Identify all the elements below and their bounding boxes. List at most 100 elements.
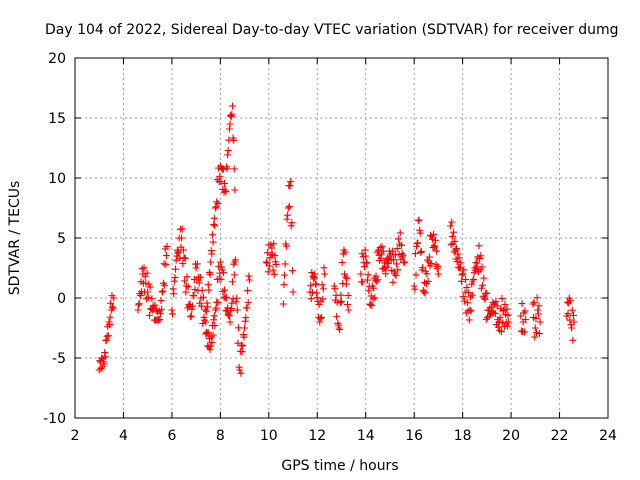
data-point bbox=[206, 270, 214, 278]
data-point bbox=[362, 258, 370, 266]
data-point bbox=[417, 247, 425, 255]
data-point bbox=[224, 311, 232, 319]
data-point bbox=[497, 328, 505, 336]
data-point bbox=[341, 270, 349, 278]
y-tick-label: 0 bbox=[57, 291, 66, 307]
y-axis-label: SDTVAR / TECUs bbox=[7, 181, 23, 296]
data-point bbox=[170, 290, 178, 298]
data-point bbox=[466, 306, 474, 314]
data-point bbox=[344, 301, 352, 309]
data-point bbox=[388, 247, 396, 255]
data-point bbox=[366, 301, 374, 309]
data-point bbox=[187, 312, 195, 320]
data-point bbox=[431, 243, 439, 251]
data-point bbox=[425, 253, 433, 261]
data-point bbox=[430, 242, 438, 250]
data-point bbox=[430, 230, 438, 238]
data-point bbox=[316, 318, 324, 326]
data-point bbox=[569, 336, 577, 344]
data-point bbox=[412, 271, 420, 279]
data-point bbox=[231, 186, 239, 194]
data-point bbox=[281, 271, 289, 279]
data-point bbox=[212, 204, 220, 212]
data-point bbox=[496, 314, 504, 322]
data-point bbox=[313, 294, 321, 302]
data-point bbox=[109, 304, 117, 312]
y-tick-label: -5 bbox=[52, 351, 66, 367]
data-point bbox=[175, 248, 183, 256]
data-point bbox=[221, 294, 229, 302]
data-point bbox=[199, 293, 207, 301]
data-point bbox=[529, 300, 537, 308]
data-point bbox=[467, 293, 475, 301]
data-point bbox=[98, 354, 106, 362]
data-point bbox=[265, 262, 273, 270]
data-point bbox=[196, 273, 204, 281]
data-point bbox=[214, 199, 222, 207]
x-tick-label: 24 bbox=[599, 428, 617, 444]
data-points bbox=[95, 102, 578, 377]
data-point bbox=[97, 365, 105, 373]
data-point bbox=[491, 310, 499, 318]
data-point bbox=[235, 324, 243, 332]
data-point bbox=[503, 305, 511, 313]
data-point bbox=[361, 246, 369, 254]
data-point bbox=[207, 342, 215, 350]
data-point bbox=[286, 182, 294, 190]
data-point bbox=[333, 312, 341, 320]
data-point bbox=[143, 269, 151, 277]
data-point bbox=[416, 226, 424, 234]
data-point bbox=[320, 264, 328, 272]
data-point bbox=[379, 247, 387, 255]
data-point bbox=[189, 302, 197, 310]
data-point bbox=[344, 291, 352, 299]
data-point bbox=[495, 318, 503, 326]
data-point bbox=[213, 198, 221, 206]
data-point bbox=[520, 328, 528, 336]
data-point bbox=[227, 112, 235, 120]
data-point bbox=[202, 307, 210, 315]
data-point bbox=[338, 298, 345, 306]
data-point bbox=[241, 324, 249, 332]
data-point bbox=[223, 165, 231, 173]
y-tick-label: 15 bbox=[48, 111, 66, 127]
data-point bbox=[310, 273, 318, 281]
data-point bbox=[391, 270, 399, 278]
data-point bbox=[159, 287, 167, 295]
data-point bbox=[460, 297, 468, 305]
data-point bbox=[284, 204, 292, 212]
data-point bbox=[245, 276, 253, 284]
data-point bbox=[210, 221, 218, 229]
data-point bbox=[288, 219, 296, 227]
data-point bbox=[234, 339, 242, 347]
data-point bbox=[264, 268, 272, 276]
data-point bbox=[390, 256, 398, 264]
data-point bbox=[238, 348, 246, 356]
data-point bbox=[570, 318, 578, 326]
data-point bbox=[517, 327, 525, 335]
data-point bbox=[230, 136, 238, 144]
data-point bbox=[146, 283, 154, 291]
data-point bbox=[517, 312, 525, 320]
data-point bbox=[217, 275, 225, 283]
data-point bbox=[179, 260, 187, 268]
data-point bbox=[392, 272, 400, 279]
data-point bbox=[564, 310, 572, 318]
data-point bbox=[503, 322, 511, 330]
data-point bbox=[191, 286, 199, 294]
data-point bbox=[245, 272, 253, 280]
data-point bbox=[399, 251, 407, 259]
data-point bbox=[469, 277, 477, 285]
data-point bbox=[178, 225, 186, 233]
data-point bbox=[378, 243, 386, 251]
data-point bbox=[228, 299, 236, 307]
data-point bbox=[342, 280, 350, 288]
data-point bbox=[162, 252, 170, 260]
data-point bbox=[465, 289, 473, 297]
data-point bbox=[477, 252, 485, 260]
data-point bbox=[151, 301, 159, 309]
data-point bbox=[447, 241, 455, 249]
data-point bbox=[161, 281, 169, 289]
data-point bbox=[288, 267, 296, 275]
data-point bbox=[334, 319, 342, 327]
